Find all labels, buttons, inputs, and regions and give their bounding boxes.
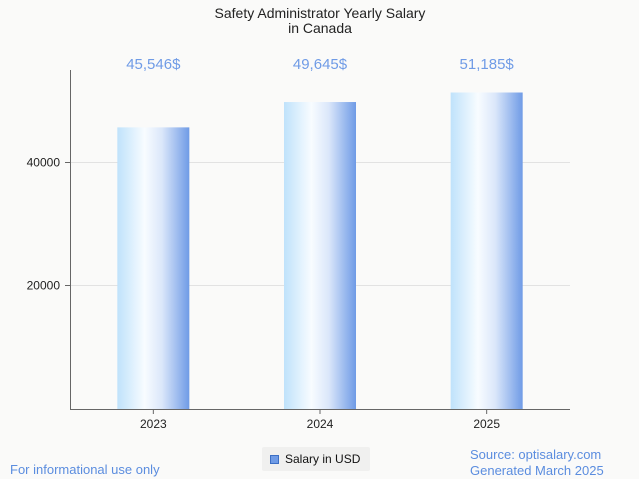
x-tick-label: 2025	[473, 417, 500, 431]
data-label-2025: 51,185$	[460, 56, 515, 73]
y-tick-label: 40000	[27, 156, 61, 170]
data-label-2023: 45,546$	[126, 56, 181, 73]
legend-swatch-icon	[270, 454, 279, 464]
data-label-2024: 49,645$	[293, 56, 348, 73]
disclaimer-text: For informational use only	[10, 462, 160, 477]
x-tick-label: 2024	[307, 417, 334, 431]
chart-title-line1: Safety Administrator Yearly Salary	[215, 5, 426, 21]
bar-2025	[450, 92, 523, 410]
source-link[interactable]: Source: optisalary.com	[470, 447, 602, 462]
bar-2024	[284, 102, 356, 410]
x-tick-label: 2023	[140, 417, 167, 431]
chart-title-line2: in Canada	[288, 20, 352, 36]
generated-date: Generated March 2025	[470, 463, 604, 478]
y-tick-label: 20000	[27, 279, 61, 293]
bar-2023	[117, 127, 190, 409]
legend-label: Salary in USD	[285, 452, 361, 466]
source-block: Source: optisalary.com Generated March 2…	[470, 447, 604, 479]
legend: Salary in USD	[262, 447, 371, 471]
